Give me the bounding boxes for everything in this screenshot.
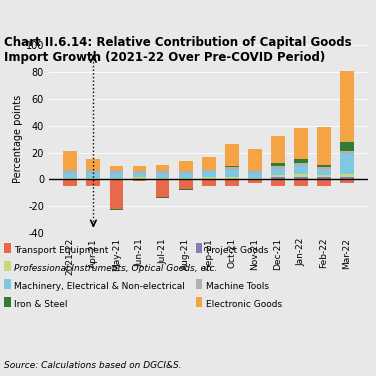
Text: Iron & Steel: Iron & Steel <box>14 300 68 309</box>
Bar <box>202 177 215 179</box>
Bar <box>317 177 331 179</box>
Bar <box>294 159 308 163</box>
Bar <box>340 142 354 151</box>
Bar <box>317 179 331 186</box>
Bar <box>109 178 123 179</box>
Bar <box>64 179 77 186</box>
Bar <box>248 149 262 170</box>
Text: Chart II.6.14: Relative Contribution of Capital Goods
Import Growth (2021-22 Ove: Chart II.6.14: Relative Contribution of … <box>4 36 352 64</box>
Bar <box>179 161 193 171</box>
Bar <box>64 170 77 173</box>
Bar <box>109 209 123 210</box>
Bar <box>109 179 123 209</box>
Bar <box>156 178 170 179</box>
Bar <box>271 177 285 179</box>
Bar <box>202 179 215 186</box>
Bar <box>225 179 239 186</box>
Bar <box>294 163 308 166</box>
Bar <box>225 170 239 177</box>
Bar <box>179 178 193 179</box>
Bar <box>340 154 354 174</box>
Bar <box>271 179 285 186</box>
Bar <box>86 170 100 173</box>
Bar <box>271 136 285 163</box>
Text: Machine Tools: Machine Tools <box>206 282 269 291</box>
Bar <box>248 178 262 179</box>
Bar <box>202 171 215 177</box>
Bar <box>156 171 170 173</box>
Y-axis label: Percentage points: Percentage points <box>13 95 23 183</box>
Bar <box>156 173 170 178</box>
Bar <box>109 170 123 173</box>
Bar <box>340 151 354 154</box>
Bar <box>86 179 100 186</box>
Bar <box>340 174 354 177</box>
Bar <box>225 167 239 170</box>
Bar <box>317 165 331 167</box>
Bar <box>202 170 215 171</box>
Bar <box>133 179 146 181</box>
Bar <box>340 179 354 183</box>
Text: Machinery, Electrical & Non-electrical: Machinery, Electrical & Non-electrical <box>14 282 185 291</box>
Text: Source: Calculations based on DGCI&S.: Source: Calculations based on DGCI&S. <box>4 361 181 370</box>
Bar <box>179 171 193 173</box>
Bar <box>86 173 100 178</box>
Bar <box>271 166 285 169</box>
Bar <box>294 128 308 159</box>
Bar <box>225 144 239 166</box>
Bar <box>248 179 262 183</box>
Bar <box>86 159 100 170</box>
Bar <box>294 166 308 174</box>
Text: Project Goods: Project Goods <box>206 246 268 255</box>
Bar <box>271 163 285 166</box>
Bar <box>64 178 77 179</box>
Bar <box>64 151 77 170</box>
Text: Electronic Goods: Electronic Goods <box>206 300 282 309</box>
Bar <box>133 171 146 173</box>
Bar <box>340 177 354 179</box>
Bar <box>271 175 285 177</box>
Bar <box>86 178 100 179</box>
Text: Transport Equipment: Transport Equipment <box>14 246 109 255</box>
Bar <box>179 179 193 189</box>
Bar <box>179 173 193 178</box>
Bar <box>317 175 331 177</box>
Bar <box>109 166 123 170</box>
Bar <box>248 173 262 178</box>
Bar <box>248 170 262 173</box>
Text: Professional Instruments, Optical Goods, etc.: Professional Instruments, Optical Goods,… <box>14 264 218 273</box>
Bar <box>109 173 123 178</box>
Bar <box>317 167 331 170</box>
Bar <box>133 166 146 171</box>
Bar <box>271 169 285 175</box>
Bar <box>294 177 308 179</box>
Bar <box>294 174 308 177</box>
Bar <box>225 177 239 179</box>
Bar <box>156 165 170 171</box>
Bar <box>317 127 331 165</box>
Bar <box>156 179 170 197</box>
Bar <box>317 170 331 175</box>
Bar <box>225 166 239 167</box>
Bar <box>294 179 308 186</box>
Bar <box>179 189 193 190</box>
Bar <box>133 177 146 179</box>
Bar <box>202 156 215 170</box>
Bar <box>64 173 77 178</box>
Bar <box>133 173 146 177</box>
Bar <box>156 197 170 198</box>
Bar <box>340 71 354 142</box>
